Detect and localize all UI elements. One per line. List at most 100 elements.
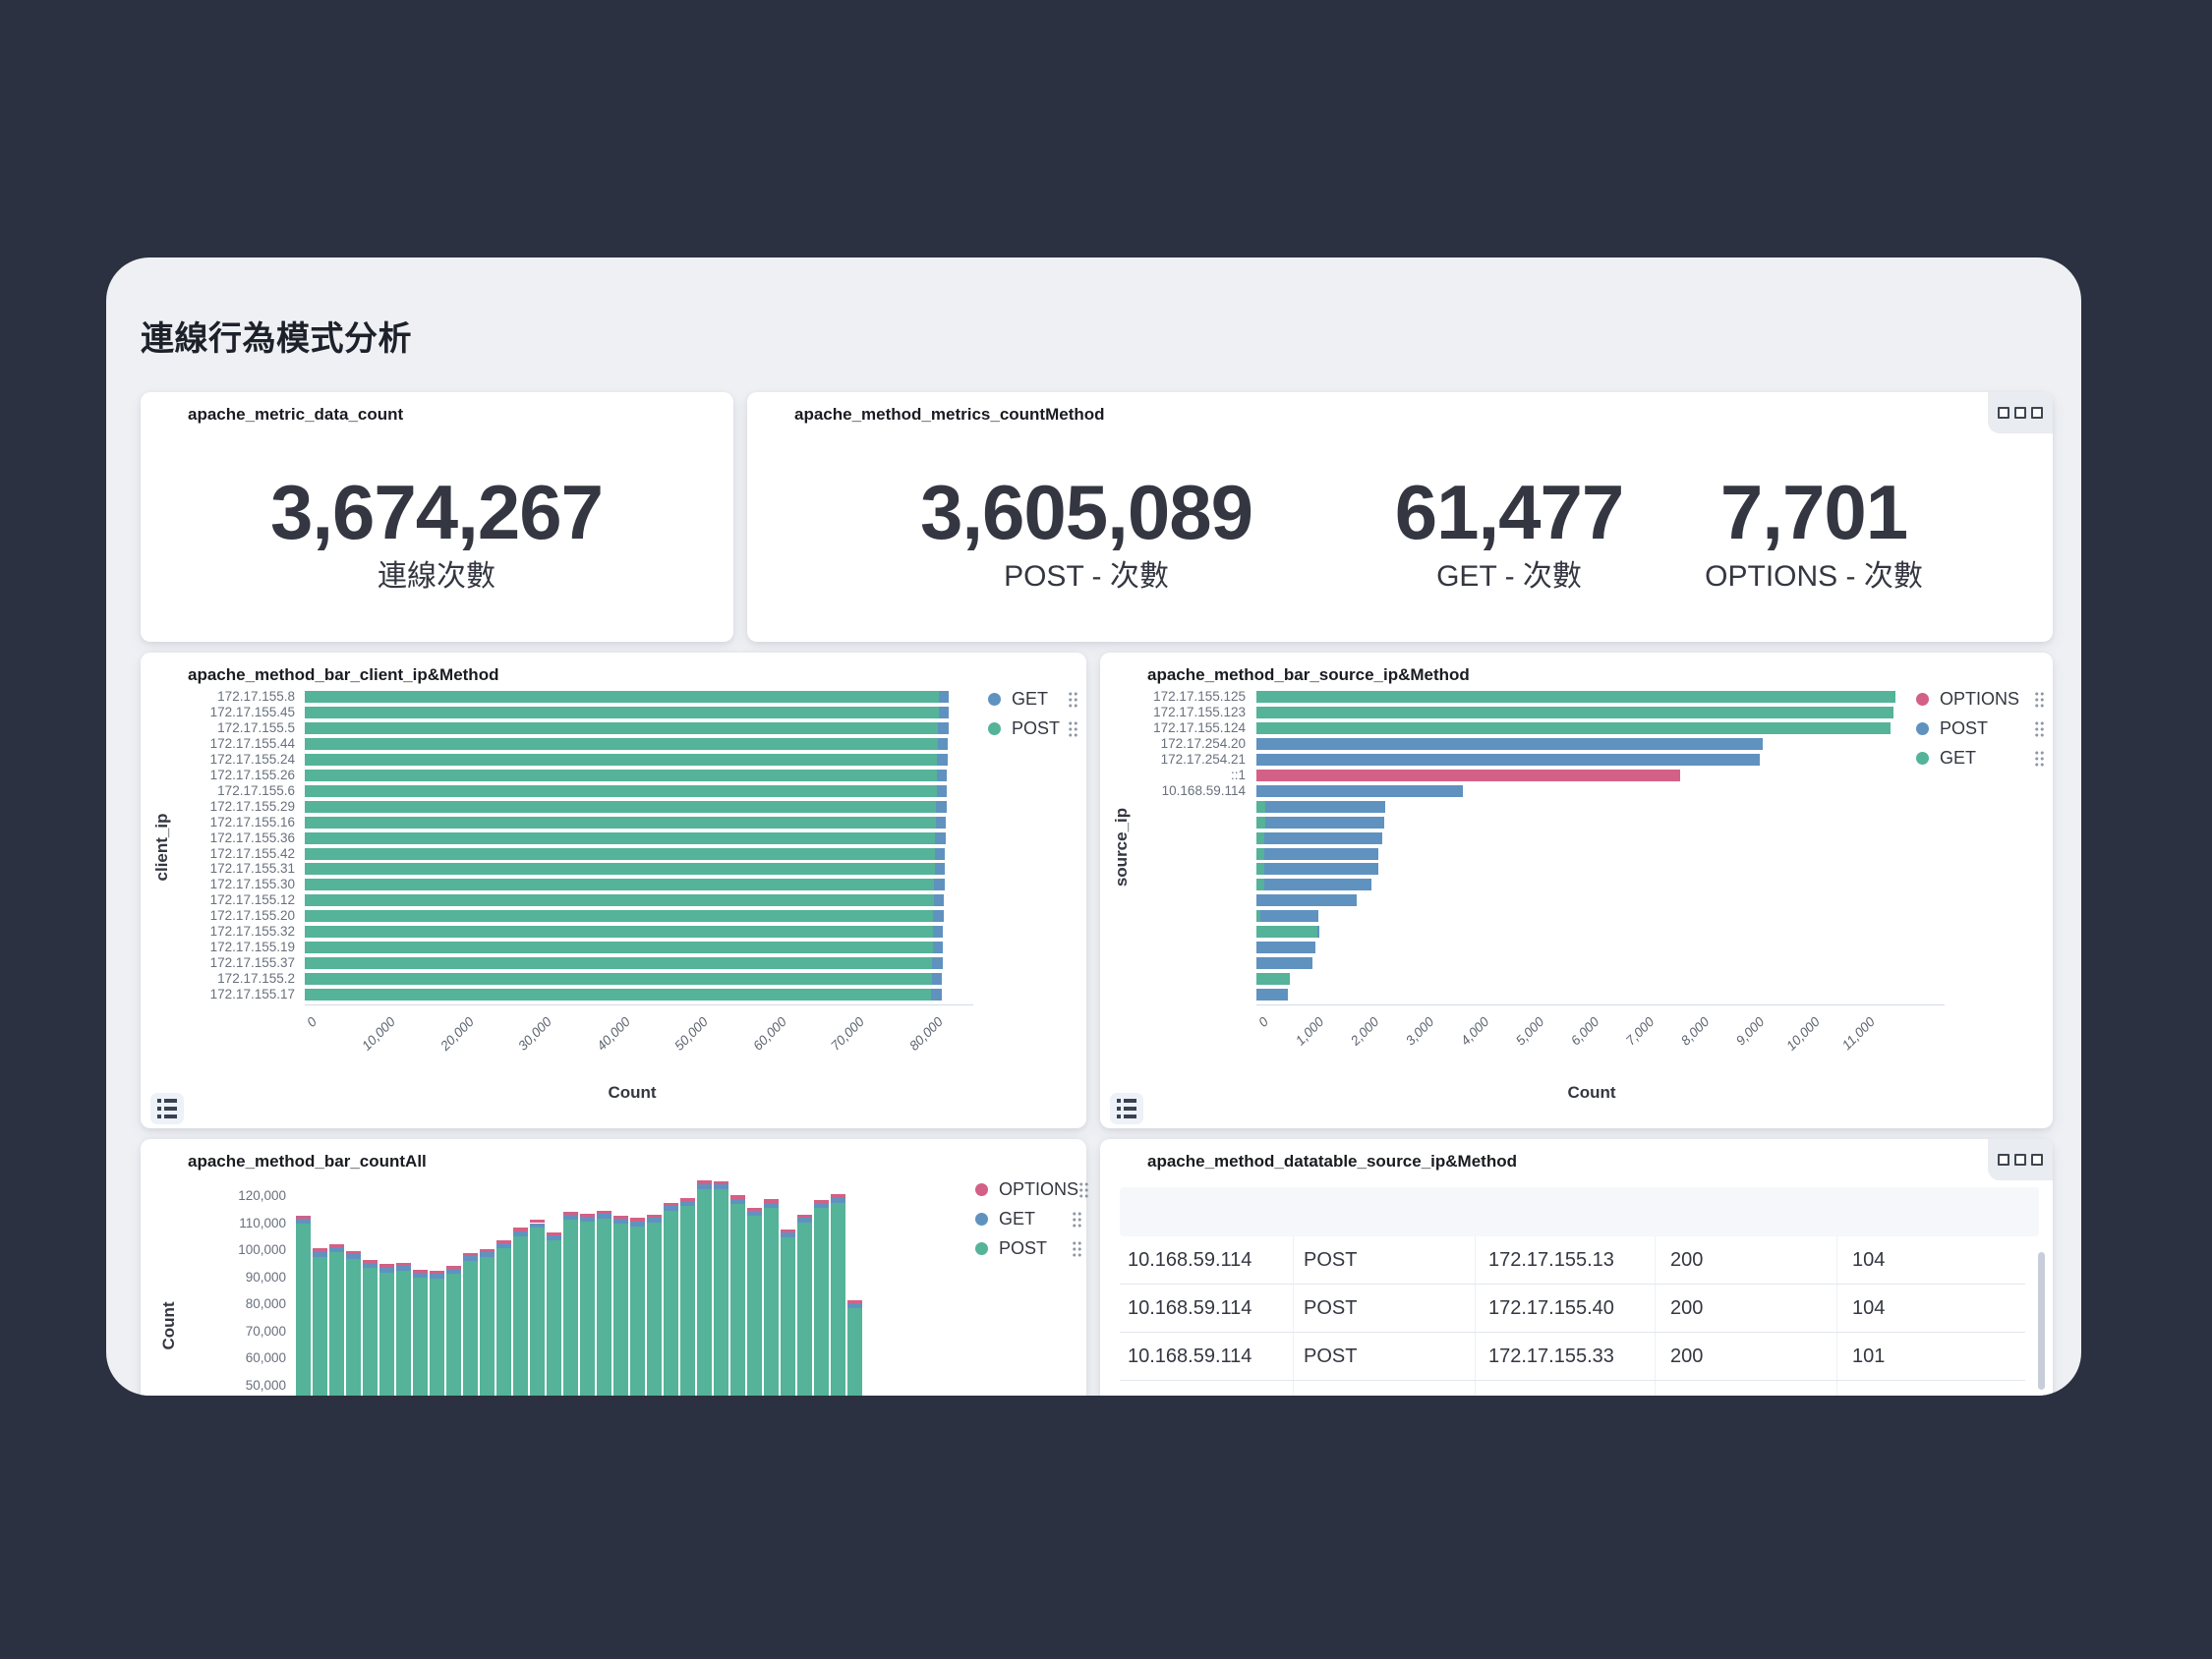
legend-toggle-button[interactable]: [1110, 1093, 1143, 1124]
bar-segment-post[interactable]: [379, 1272, 394, 1396]
bar-segment-get[interactable]: [847, 1303, 862, 1309]
bar-segment-get[interactable]: [781, 1231, 795, 1237]
bar-segment-get[interactable]: [396, 1266, 411, 1272]
bar-segment-get[interactable]: [932, 957, 943, 970]
bar-segment-post[interactable]: [305, 769, 938, 781]
bar-segment-options[interactable]: [747, 1207, 762, 1212]
bar-segment-get[interactable]: [597, 1213, 611, 1219]
bar-segment-options[interactable]: [797, 1214, 812, 1218]
bar-segment-get[interactable]: [747, 1211, 762, 1217]
bar-segment-get[interactable]: [937, 769, 948, 781]
bar-segment-options[interactable]: [680, 1197, 695, 1201]
bar-segment-get[interactable]: [563, 1214, 578, 1220]
bar-segment-post[interactable]: [563, 1219, 578, 1396]
bar-segment-options[interactable]: [647, 1214, 662, 1218]
bar-segment-get[interactable]: [513, 1230, 528, 1236]
bar-segment-post[interactable]: [305, 721, 939, 734]
bar-segment-get[interactable]: [346, 1254, 361, 1260]
bar-segment-get[interactable]: [931, 973, 943, 986]
bar-segment-get[interactable]: [1256, 691, 1895, 703]
bar-segment-post[interactable]: [305, 706, 939, 718]
legend-action-icon[interactable]: [1072, 1210, 1082, 1228]
legend-item-options[interactable]: OPTIONS: [975, 1178, 1090, 1200]
bar-segment-post[interactable]: [1264, 863, 1378, 876]
bar-segment-post[interactable]: [305, 926, 934, 939]
bar-segment-options[interactable]: [430, 1270, 444, 1274]
bar-segment-options[interactable]: [329, 1243, 344, 1247]
bar-segment-get[interactable]: [496, 1243, 511, 1249]
bar-segment-options[interactable]: [664, 1202, 678, 1207]
bar-segment-get[interactable]: [1256, 926, 1318, 939]
bar-segment-get[interactable]: [937, 753, 948, 766]
bar-segment-post[interactable]: [730, 1203, 745, 1396]
bar-segment-options[interactable]: [1256, 769, 1681, 781]
bar-segment-get[interactable]: [1256, 800, 1265, 813]
bar-segment-get[interactable]: [935, 847, 946, 860]
bar-segment-post[interactable]: [305, 737, 938, 750]
bar-segment-post[interactable]: [847, 1308, 862, 1396]
bar-segment-get[interactable]: [413, 1272, 428, 1278]
bar-segment-get[interactable]: [680, 1200, 695, 1206]
bar-segment-get[interactable]: [714, 1184, 728, 1190]
bar-segment-post[interactable]: [714, 1189, 728, 1396]
legend-action-icon[interactable]: [1068, 719, 1078, 737]
legend-toggle-button[interactable]: [150, 1093, 184, 1124]
bar-segment-options[interactable]: [363, 1259, 378, 1264]
bar-segment-post[interactable]: [597, 1218, 611, 1396]
table-row[interactable]: 10.168.59.114 POST 172.17.155.13 200 104: [1120, 1236, 2025, 1285]
bar-segment-post[interactable]: [814, 1207, 829, 1396]
bar-segment-post[interactable]: [1263, 879, 1372, 891]
bar-segment-options[interactable]: [847, 1299, 862, 1304]
bar-segment-get[interactable]: [939, 691, 950, 703]
bar-segment-post[interactable]: [1256, 894, 1357, 907]
bar-segment-post[interactable]: [430, 1278, 444, 1396]
bar-segment-post[interactable]: [305, 973, 932, 986]
bar-segment-post[interactable]: [305, 863, 935, 876]
bar-segment-get[interactable]: [933, 910, 944, 923]
bar-segment-post[interactable]: [797, 1222, 812, 1396]
legend-item-get[interactable]: GET: [975, 1208, 1082, 1230]
bar-segment-post[interactable]: [496, 1248, 511, 1396]
bar-segment-post[interactable]: [580, 1222, 595, 1396]
bar-segment-post[interactable]: [413, 1277, 428, 1396]
bar-segment-get[interactable]: [1256, 879, 1264, 891]
bar-segment-get[interactable]: [530, 1223, 545, 1229]
bar-segment-post[interactable]: [305, 847, 936, 860]
bar-segment-post[interactable]: [697, 1188, 712, 1396]
bar-segment-post[interactable]: [530, 1228, 545, 1396]
bar-segment-options[interactable]: [563, 1211, 578, 1215]
bar-segment-post[interactable]: [1256, 737, 1764, 750]
bar-segment-post[interactable]: [329, 1251, 344, 1396]
bar-segment-post[interactable]: [1260, 910, 1319, 923]
bar-segment-post[interactable]: [305, 784, 937, 797]
bar-segment-post[interactable]: [647, 1222, 662, 1396]
bar-segment-get[interactable]: [1256, 706, 1894, 718]
bar-segment-options[interactable]: [714, 1180, 728, 1185]
bar-segment-get[interactable]: [296, 1219, 311, 1225]
bar-segment-options[interactable]: [496, 1239, 511, 1244]
bar-segment-post[interactable]: [305, 753, 938, 766]
bar-segment-get[interactable]: [1256, 910, 1261, 923]
bar-segment-post[interactable]: [305, 957, 933, 970]
bar-segment-options[interactable]: [530, 1220, 545, 1224]
bar-segment-get[interactable]: [937, 737, 949, 750]
bar-segment-get[interactable]: [931, 989, 942, 1001]
bar-segment-get[interactable]: [480, 1252, 495, 1258]
bar-segment-post[interactable]: [1264, 800, 1386, 813]
bar-segment-get[interactable]: [831, 1197, 845, 1203]
bar-segment-options[interactable]: [446, 1265, 461, 1270]
bar-segment-get[interactable]: [697, 1183, 712, 1189]
legend-item-post[interactable]: POST: [988, 717, 1078, 739]
bar-segment-get[interactable]: [379, 1267, 394, 1273]
bar-segment-options[interactable]: [764, 1199, 779, 1203]
bar-segment-get[interactable]: [329, 1246, 344, 1252]
legend-action-icon[interactable]: [1072, 1239, 1082, 1257]
bar-segment-post[interactable]: [1317, 926, 1319, 939]
bar-segment-options[interactable]: [296, 1215, 311, 1220]
bar-segment-options[interactable]: [781, 1229, 795, 1232]
bar-segment-post[interactable]: [1256, 753, 1761, 766]
bar-segment-options[interactable]: [313, 1248, 327, 1252]
bar-segment-options[interactable]: [480, 1248, 495, 1253]
panel-options-button[interactable]: [1988, 392, 2053, 433]
panel-options-button[interactable]: [1988, 1139, 2053, 1180]
